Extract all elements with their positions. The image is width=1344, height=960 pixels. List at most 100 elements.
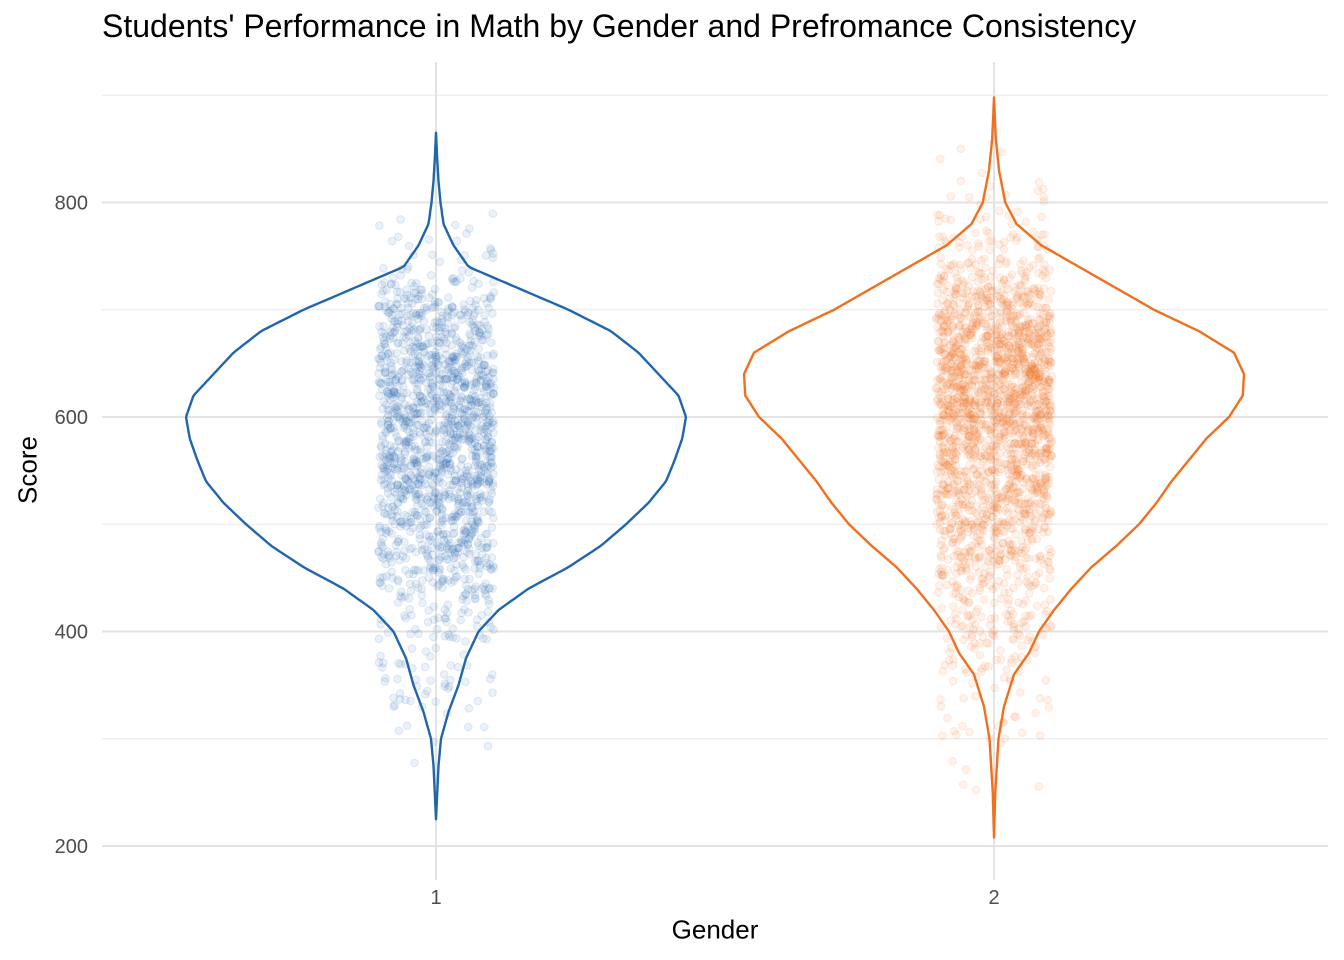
- data-point: [484, 599, 494, 609]
- data-point: [956, 144, 966, 153]
- data-point: [1045, 564, 1054, 574]
- data-point: [464, 544, 474, 553]
- data-point: [935, 399, 944, 409]
- data-point: [468, 520, 478, 529]
- data-point: [379, 554, 388, 564]
- data-point: [965, 330, 974, 340]
- data-point: [947, 518, 957, 528]
- data-point: [1025, 508, 1035, 517]
- data-point: [949, 410, 959, 419]
- data-point: [411, 565, 421, 575]
- data-point: [972, 319, 982, 329]
- data-point: [451, 560, 461, 569]
- data-point: [1003, 285, 1012, 294]
- data-point: [434, 318, 444, 327]
- data-point: [422, 549, 431, 559]
- data-point: [483, 741, 493, 751]
- data-point: [489, 288, 499, 297]
- data-point: [987, 328, 996, 338]
- data-point: [484, 477, 494, 487]
- data-point: [1018, 338, 1027, 348]
- data-point: [1014, 598, 1023, 607]
- data-point: [419, 317, 429, 326]
- data-point: [947, 377, 957, 386]
- data-point: [467, 358, 476, 367]
- data-point: [380, 339, 390, 349]
- data-point: [381, 427, 390, 436]
- data-point: [457, 608, 466, 618]
- data-point: [940, 414, 949, 424]
- data-point: [1009, 449, 1019, 458]
- data-point: [390, 355, 399, 365]
- data-point: [484, 595, 494, 605]
- data-point: [385, 451, 395, 461]
- x-tick-label: 2: [988, 887, 999, 909]
- data-point: [1033, 186, 1043, 196]
- data-point: [421, 507, 431, 517]
- data-point: [424, 462, 434, 472]
- data-point: [948, 676, 958, 686]
- data-point: [962, 668, 971, 677]
- data-point: [1035, 253, 1045, 262]
- data-point: [377, 289, 386, 299]
- data-point: [375, 391, 384, 401]
- data-point: [444, 576, 453, 585]
- data-point: [460, 536, 470, 545]
- data-point: [411, 579, 421, 589]
- data-point: [434, 580, 444, 589]
- data-point: [1011, 457, 1020, 466]
- data-point: [443, 543, 452, 553]
- data-point: [933, 413, 942, 423]
- data-point: [409, 458, 419, 468]
- data-point: [958, 605, 967, 615]
- data-point: [414, 357, 424, 367]
- data-point: [411, 493, 420, 503]
- data-point: [1047, 372, 1057, 381]
- data-point: [963, 304, 972, 314]
- data-point: [1018, 290, 1027, 300]
- data-point: [938, 480, 948, 490]
- data-point: [946, 215, 956, 225]
- data-point: [415, 514, 425, 524]
- data-point: [474, 541, 483, 551]
- data-point: [478, 550, 487, 559]
- data-point: [980, 293, 990, 303]
- data-point: [960, 547, 970, 557]
- data-point: [958, 721, 967, 731]
- data-point: [407, 278, 416, 288]
- y-tick-label: 200: [55, 836, 88, 858]
- data-point: [470, 400, 480, 410]
- data-point: [487, 438, 497, 447]
- data-point: [381, 297, 390, 307]
- data-point: [986, 367, 995, 376]
- y-tick-label: 600: [55, 407, 88, 429]
- chart-title: Students' Performance in Math by Gender …: [102, 8, 1137, 44]
- data-point: [486, 424, 496, 433]
- data-point: [421, 647, 431, 656]
- data-point: [461, 677, 470, 687]
- data-point: [984, 392, 994, 401]
- data-point: [469, 386, 479, 395]
- data-point: [1030, 517, 1040, 527]
- data-point: [384, 550, 394, 560]
- data-point: [401, 439, 410, 448]
- data-point: [994, 259, 1003, 269]
- data-point: [422, 305, 431, 315]
- data-point: [424, 606, 434, 615]
- data-point: [951, 461, 961, 470]
- data-point: [449, 421, 458, 430]
- data-point: [385, 453, 395, 463]
- data-point: [959, 353, 968, 363]
- data-point: [985, 489, 994, 499]
- violins: [185, 96, 1246, 839]
- data-point: [967, 588, 977, 598]
- data-point: [454, 415, 463, 425]
- data-point: [963, 598, 973, 607]
- data-point: [433, 342, 442, 351]
- data-point: [470, 337, 480, 347]
- data-point: [1035, 568, 1044, 578]
- data-point: [956, 418, 966, 428]
- data-point: [393, 480, 402, 490]
- data-point: [1027, 339, 1037, 349]
- data-point: [465, 224, 474, 233]
